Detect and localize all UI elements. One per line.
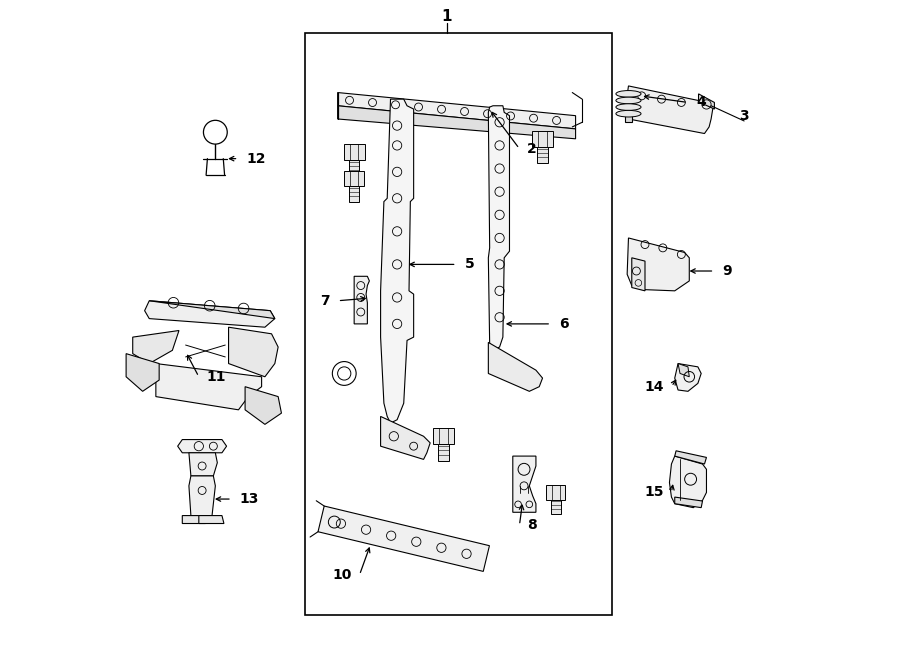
Polygon shape [698, 94, 715, 109]
Polygon shape [381, 99, 414, 423]
Polygon shape [489, 106, 509, 350]
Polygon shape [546, 485, 565, 500]
Polygon shape [349, 186, 359, 202]
Polygon shape [381, 416, 430, 459]
Text: 3: 3 [739, 108, 749, 123]
Text: 14: 14 [644, 379, 663, 394]
Polygon shape [537, 147, 548, 163]
Polygon shape [675, 364, 701, 391]
Polygon shape [132, 330, 179, 364]
Polygon shape [626, 106, 632, 122]
Polygon shape [338, 106, 576, 139]
Circle shape [203, 120, 227, 144]
Polygon shape [355, 276, 369, 324]
Polygon shape [338, 93, 576, 129]
Text: 8: 8 [527, 518, 537, 533]
Text: 11: 11 [207, 369, 226, 384]
Polygon shape [156, 364, 262, 410]
Polygon shape [149, 301, 274, 319]
Polygon shape [626, 86, 713, 134]
Bar [304, 33, 612, 615]
Polygon shape [229, 327, 278, 377]
Polygon shape [627, 238, 689, 291]
Polygon shape [318, 506, 490, 571]
Polygon shape [344, 171, 364, 186]
Text: 5: 5 [464, 257, 474, 272]
Text: 2: 2 [527, 141, 537, 156]
Polygon shape [551, 500, 561, 514]
Text: 1: 1 [441, 9, 452, 24]
Ellipse shape [616, 104, 641, 110]
Text: 6: 6 [559, 317, 569, 331]
Polygon shape [349, 160, 359, 176]
Polygon shape [183, 516, 205, 524]
Text: 12: 12 [247, 151, 266, 166]
Text: 13: 13 [239, 492, 259, 506]
Polygon shape [532, 131, 554, 147]
Polygon shape [433, 428, 454, 444]
Polygon shape [670, 456, 706, 508]
Ellipse shape [616, 91, 641, 97]
Polygon shape [675, 497, 703, 508]
Ellipse shape [616, 110, 641, 117]
Polygon shape [632, 258, 645, 291]
Text: 9: 9 [723, 264, 732, 278]
Polygon shape [199, 516, 224, 524]
Polygon shape [513, 456, 536, 512]
Text: 10: 10 [332, 568, 352, 582]
Polygon shape [189, 453, 217, 476]
Text: 15: 15 [644, 485, 663, 500]
Polygon shape [145, 301, 274, 327]
Polygon shape [177, 440, 227, 453]
Polygon shape [675, 451, 706, 464]
Polygon shape [344, 144, 364, 160]
Text: 4: 4 [696, 95, 706, 110]
Ellipse shape [616, 97, 641, 104]
Text: 7: 7 [320, 293, 329, 308]
Polygon shape [126, 354, 159, 391]
Polygon shape [489, 342, 543, 391]
Polygon shape [245, 387, 282, 424]
Polygon shape [438, 444, 449, 461]
Polygon shape [189, 476, 215, 516]
Polygon shape [678, 364, 689, 377]
